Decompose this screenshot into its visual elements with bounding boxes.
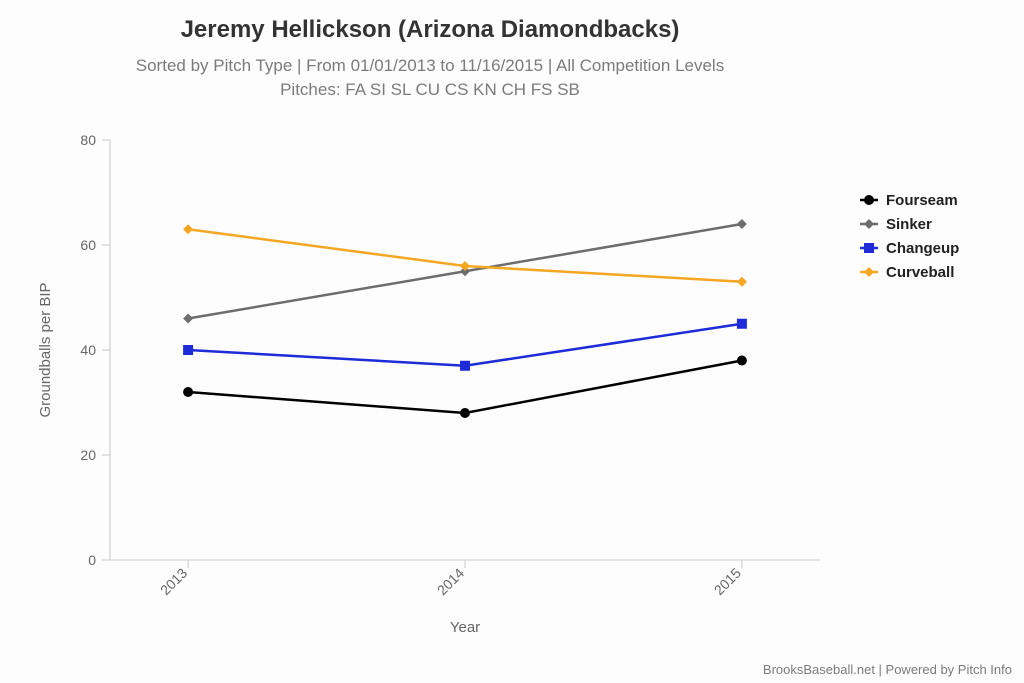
svg-text:60: 60 bbox=[80, 237, 96, 253]
chart-svg: 0 20 40 60 80 2013 2014 2015 Year Groundballs per… bbox=[0, 0, 1024, 683]
series-marker bbox=[183, 387, 193, 397]
svg-text:2013: 2013 bbox=[157, 565, 190, 598]
series-marker bbox=[737, 219, 747, 229]
chart-footer: BrooksBaseball.net | Powered by Pitch In… bbox=[763, 662, 1012, 677]
series-marker bbox=[460, 408, 470, 418]
svg-text:40: 40 bbox=[80, 342, 96, 358]
legend-label: Changeup bbox=[886, 240, 959, 257]
series-marker bbox=[737, 356, 747, 366]
svg-text:Groundballs per BIP: Groundballs per BIP bbox=[37, 282, 54, 417]
series-marker bbox=[183, 224, 193, 234]
series-marker bbox=[460, 361, 470, 371]
series-line bbox=[188, 324, 742, 366]
legend-label: Curveball bbox=[886, 264, 954, 281]
legend-label: Fourseam bbox=[886, 192, 958, 209]
series-marker bbox=[737, 319, 747, 329]
series-marker bbox=[183, 345, 193, 355]
series-marker bbox=[737, 277, 747, 287]
svg-text:20: 20 bbox=[80, 447, 96, 463]
svg-text:Year: Year bbox=[450, 619, 480, 636]
legend-label: Sinker bbox=[886, 216, 932, 233]
svg-text:0: 0 bbox=[88, 552, 96, 568]
svg-text:2014: 2014 bbox=[434, 565, 467, 598]
series-marker bbox=[183, 314, 193, 324]
chart-container: { "chart": { "type": "line", "title": "J… bbox=[0, 0, 1024, 683]
svg-text:80: 80 bbox=[80, 132, 96, 148]
svg-text:2015: 2015 bbox=[711, 565, 744, 598]
